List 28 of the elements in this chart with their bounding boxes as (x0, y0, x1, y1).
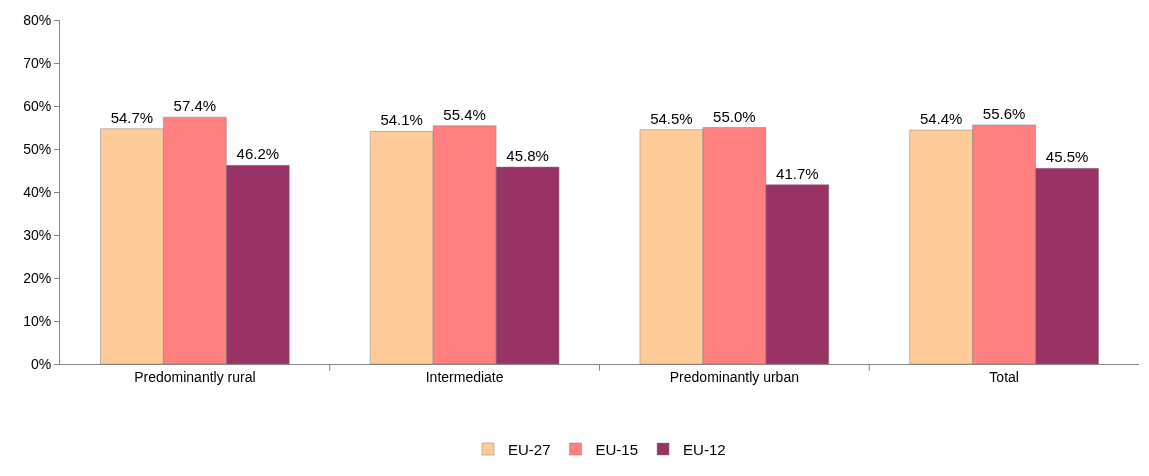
data-label: 55.4% (443, 105, 486, 123)
x-tick-label: Predominantly urban (669, 368, 799, 385)
y-tick-label: 60% (23, 97, 52, 114)
y-tick-label: 50% (23, 140, 52, 157)
y-tick-label: 70% (23, 54, 52, 71)
data-label: 46.2% (236, 145, 280, 163)
y-tick-label: 0% (30, 355, 52, 372)
legend-label: EU-12 (683, 440, 726, 458)
data-label: 45.5% (1045, 148, 1089, 166)
data-label: 41.7% (776, 164, 819, 182)
y-tick-label: 20% (23, 269, 52, 286)
y-tick-label: 40% (23, 183, 52, 200)
data-label: 57.4% (173, 97, 217, 115)
data-label: 55.0% (713, 107, 756, 125)
legend-label: EU-15 (595, 440, 639, 458)
data-label: 54.7% (110, 108, 154, 126)
data-label: 55.6% (982, 104, 1026, 122)
y-tick-label: 30% (23, 226, 52, 243)
data-label: 45.8% (506, 147, 549, 165)
legend-label: EU-27 (508, 440, 551, 458)
data-label: 54.5% (650, 109, 693, 127)
x-tick-label: Predominantly rural (134, 368, 256, 385)
y-tick-label: 10% (23, 312, 52, 329)
x-tick-label: Intermediate (425, 368, 504, 385)
data-label: 54.4% (919, 110, 963, 128)
data-label: 54.1% (380, 111, 423, 129)
x-tick-label: Total (989, 368, 1019, 385)
y-tick-label: 80% (23, 11, 52, 28)
